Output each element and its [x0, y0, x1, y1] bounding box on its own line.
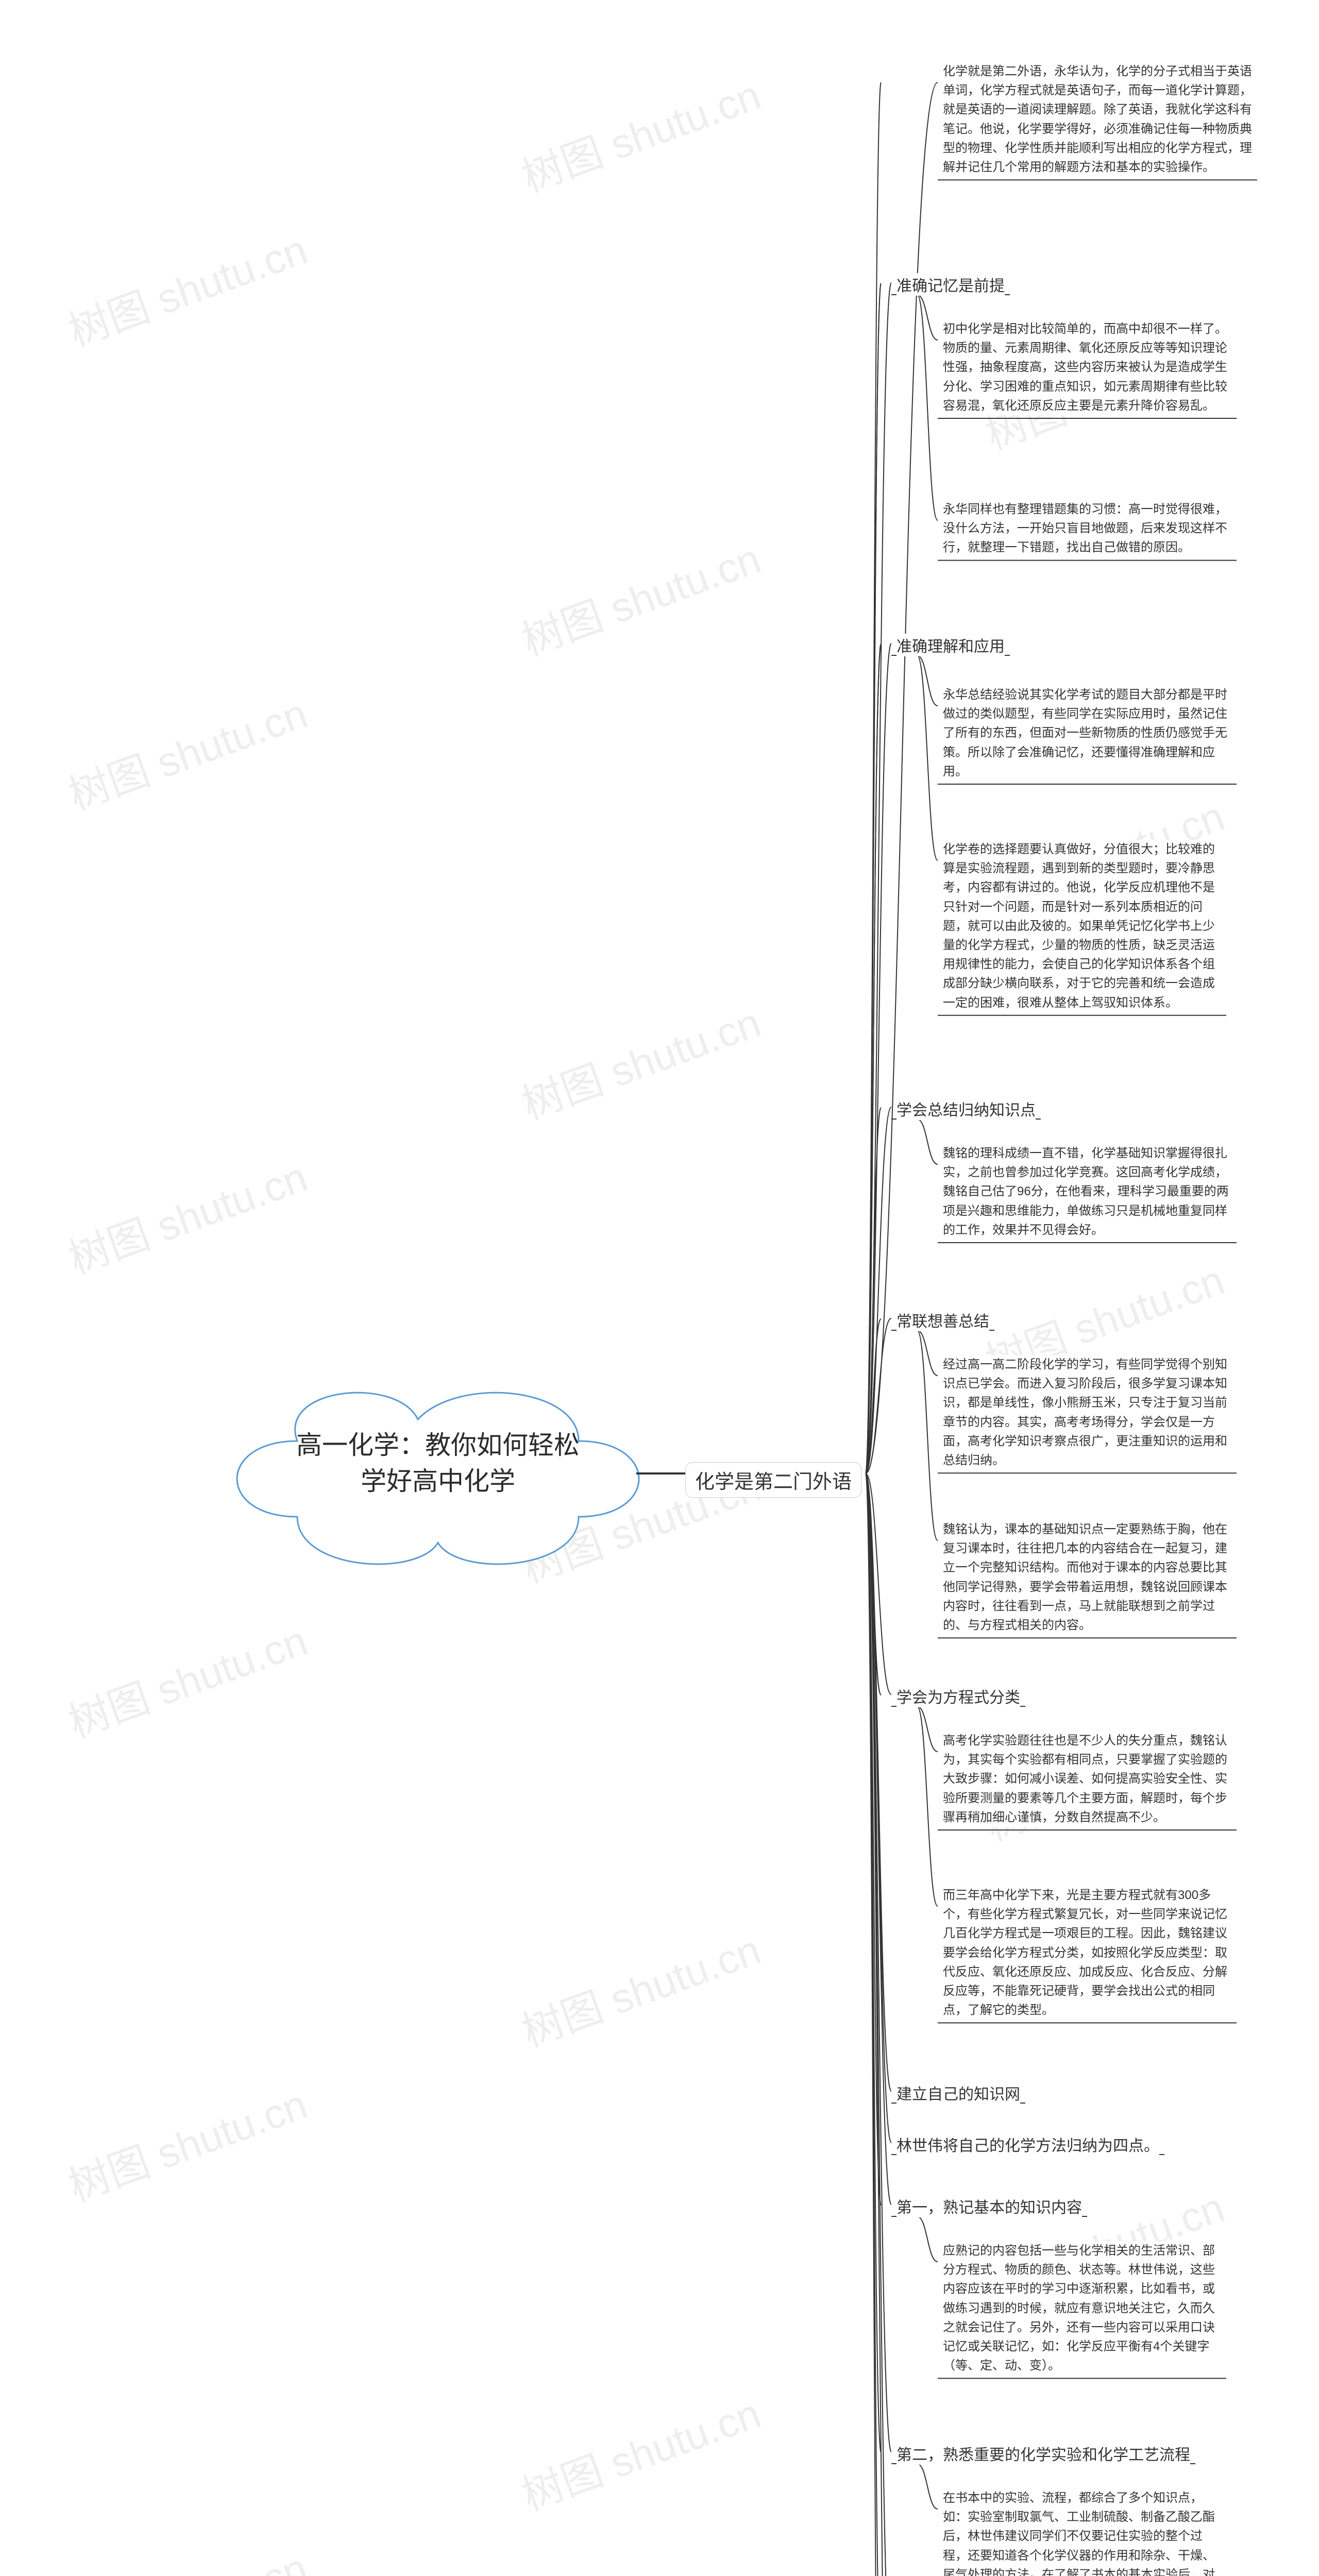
leaf-text: 初中化学是相对比较简单的，而高中却很不一样了。物质的量、元素周期律、氧化还原反应…	[943, 319, 1231, 415]
edge	[917, 295, 938, 520]
edge	[917, 1330, 938, 1540]
edge	[866, 1473, 881, 1695]
leaf-text: 永华总结经验说其实化学考试的题目大部分都是平时做过的类似题型，有些同学在实际应用…	[943, 685, 1231, 781]
edge	[866, 283, 881, 1473]
watermark: 树图 shutu.cn	[59, 2535, 314, 2576]
root-title: 高一化学：教你如何轻松学好高中化学	[283, 1427, 593, 1499]
edge	[866, 1473, 881, 2452]
edge	[866, 1108, 881, 1473]
watermark: 树图 shutu.cn	[513, 526, 768, 668]
edge	[866, 1473, 891, 2143]
branch-title[interactable]: 准确理解和应用	[897, 634, 1005, 656]
leaf-text: 化学卷的选择题要认真做好，分值很大；比较难的算是实验流程题，遇到到新的类型题时，…	[943, 840, 1221, 1012]
leaf-text: 经过高一高二阶段化学的学习，有些同学觉得个别知识点已学会。而进入复习阶段后，很多…	[943, 1355, 1231, 1470]
edge	[866, 1473, 891, 2091]
edge	[866, 283, 881, 1473]
hub-node[interactable]: 化学是第二门外语	[685, 1462, 861, 1498]
edge	[866, 283, 891, 1473]
leaf-text: 在书本中的实验、流程，都综合了多个知识点，如：实验室制取氯气、工业制硫酸、制备乙…	[943, 2488, 1221, 2576]
branch-title[interactable]: 学会总结归纳知识点	[897, 1097, 1036, 1120]
edge	[917, 1330, 938, 1376]
edge	[866, 1319, 881, 1473]
edge	[917, 2464, 938, 2509]
edge	[866, 643, 891, 1473]
branch-title[interactable]: 学会为方程式分类	[897, 1685, 1020, 1707]
leaf-text: 高考化学实验题往往也是不少人的失分重点，魏铭认为，其实每个实验都有相同点，只要掌…	[943, 1731, 1231, 1827]
edge	[866, 1473, 881, 2576]
edge	[866, 1473, 891, 1694]
watermark: 树图 shutu.cn	[513, 2381, 768, 2522]
branch-title[interactable]: 林世伟将自己的化学方法归纳为四点。	[897, 2133, 1159, 2156]
edge	[866, 82, 881, 1473]
branch-title[interactable]: 建立自己的知识网	[897, 2081, 1020, 2104]
leaf-text: 应熟记的内容包括一些与化学相关的生活常识、部分方程式、物质的颜色、状态等。林世伟…	[943, 2241, 1221, 2375]
watermark: 树图 shutu.cn	[513, 62, 768, 204]
edge	[866, 1473, 891, 2576]
leaf-text: 永华同样也有整理错题集的习惯：高一时觉得很难，没什么方法，一开始只盲目地做题，后…	[943, 500, 1231, 557]
edge	[917, 2216, 938, 2262]
watermark: 树图 shutu.cn	[59, 217, 314, 359]
edge	[917, 655, 938, 860]
edge	[866, 1473, 881, 1695]
leaf-text: 化学就是第二外语，永华认为，化学的分子式相当于英语单词，化学方程式就是英语句子，…	[943, 62, 1252, 177]
branch-title[interactable]: 第一，熟记基本的知识内容	[897, 2195, 1082, 2217]
leaf-text: 魏铭的理科成绩一直不错，化学基础知识掌握得很扎实，之前也曾参加过化学竞赛。这回高…	[943, 1144, 1231, 1240]
edge	[866, 1473, 891, 2452]
edge	[866, 1107, 891, 1473]
watermark: 树图 shutu.cn	[59, 2072, 314, 2213]
edge	[866, 644, 881, 1473]
branch-title[interactable]: 常联想善总结	[897, 1309, 989, 1331]
watermark: 树图 shutu.cn	[59, 681, 314, 822]
edge	[866, 644, 881, 1473]
watermark: 树图 shutu.cn	[513, 990, 768, 1131]
edge	[866, 1473, 881, 2205]
leaf-text: 而三年高中化学下来，光是主要方程式就有300多个，有些化学方程式繁复冗长，对一些…	[943, 1886, 1231, 2020]
watermark: 树图 shutu.cn	[513, 1917, 768, 2059]
edge	[866, 1473, 891, 2576]
branch-title[interactable]: 第二，熟悉重要的化学实验和化学工艺流程	[897, 2442, 1190, 2465]
edge	[917, 295, 938, 340]
edge	[866, 1318, 891, 1473]
branch-title[interactable]: 准确记忆是前提	[897, 273, 1005, 296]
watermark: 树图 shutu.cn	[59, 1144, 314, 1286]
edge	[866, 1473, 891, 2205]
edge	[866, 1319, 881, 1473]
edge	[917, 1119, 938, 1164]
edge	[917, 1706, 938, 1906]
edge	[866, 1473, 881, 2576]
edge	[917, 1706, 938, 1752]
watermark: 树图 shutu.cn	[59, 1608, 314, 1750]
edge	[917, 655, 938, 706]
leaf-text: 魏铭认为，课本的基础知识点一定要熟练于胸，他在复习课本时，往往把几本的内容结合在…	[943, 1520, 1231, 1635]
